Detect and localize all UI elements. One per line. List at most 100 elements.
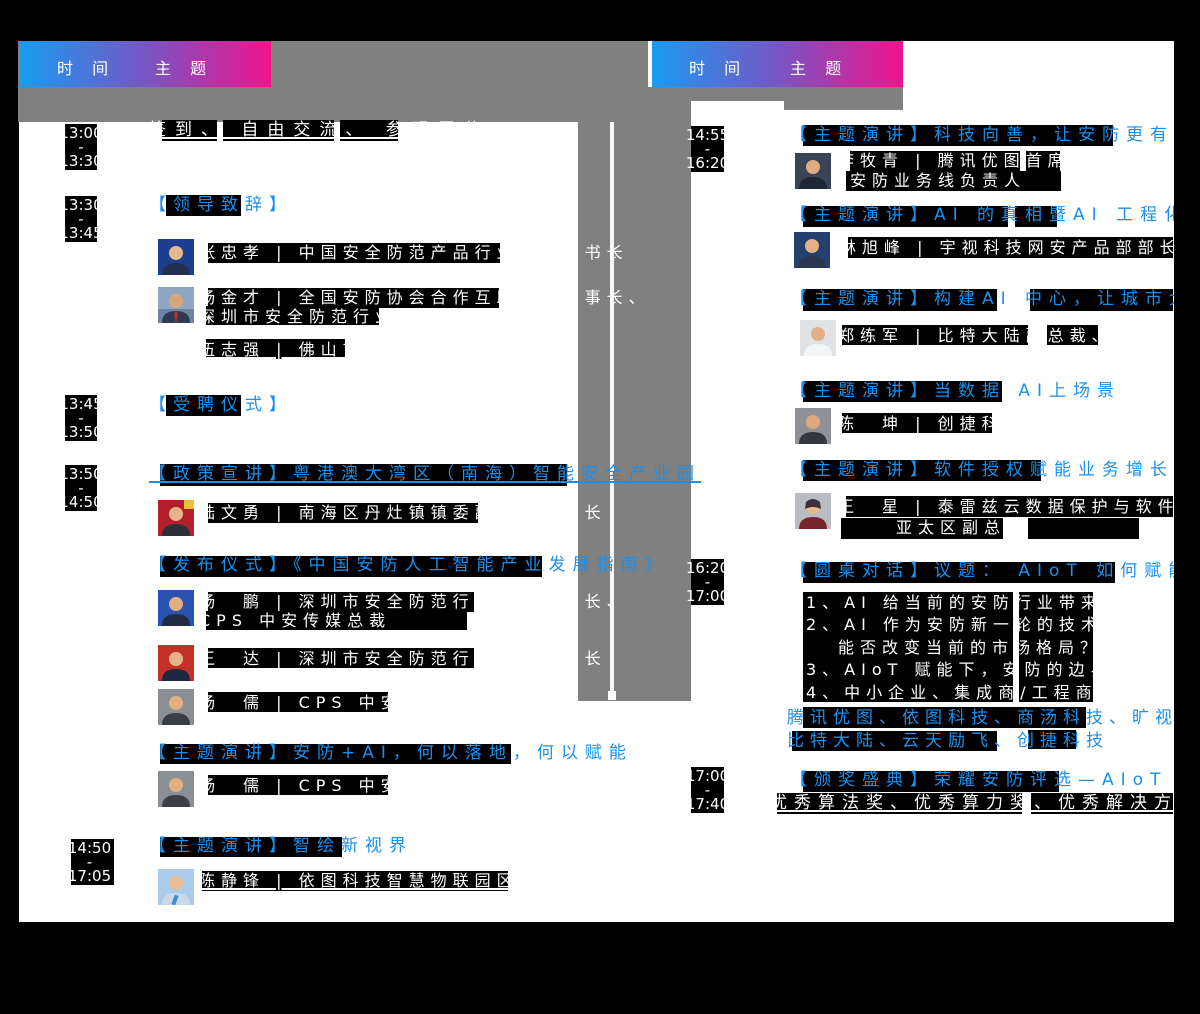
text-backdrop	[160, 464, 567, 486]
text-backdrop	[340, 120, 398, 141]
text-backdrop	[202, 871, 508, 891]
speaker-line: 亚太区副总裁	[896, 518, 1029, 537]
session-heading: 【主题演讲】安防+AI，何以落地，何以赋能	[149, 743, 633, 763]
roundtable-backdrop	[803, 592, 1013, 702]
time-start: 17:00	[685, 767, 730, 785]
text-backdrop	[206, 339, 345, 359]
speaker-line: 深圳市安全防范行业协会会长	[199, 307, 486, 326]
right-column-clip: 14:55 - 16:20 【主题演讲】科技向善，让安防更有温度 李牧青 | 腾…	[685, 125, 1174, 814]
left-header-pill: 时 间 主 题	[20, 41, 271, 87]
text-backdrop	[803, 206, 1008, 227]
speaker-line: 杨 儒 | CPS 中安网总经理	[199, 776, 491, 795]
speaker-line: 安防业务线负责人	[850, 171, 1027, 190]
right-time-column-header: 时 间	[689, 59, 748, 78]
avatar-image	[158, 239, 194, 275]
text-backdrop	[777, 793, 1022, 814]
text-backdrop	[1031, 793, 1173, 814]
roundtable-backdrop	[1019, 592, 1093, 702]
awards-line-link[interactable]: 优秀算法奖、优秀算力奖、优秀解决方案奖、优秀项目奖	[770, 793, 1174, 813]
text-backdrop	[208, 243, 500, 263]
session-heading: 【领导致辞】	[149, 195, 293, 215]
speaker-line: 郑练军 | 比特大陆副总裁、AI 业务线总裁	[838, 326, 1174, 345]
time-end: 17:40	[685, 795, 730, 813]
right-top-panel	[903, 41, 1174, 110]
time-slot: 17:00 - 17:40	[686, 767, 729, 813]
text-backdrop	[223, 120, 334, 141]
roundtable-question: 1、AI 给当前的安防行业带来了哪些变化？	[806, 593, 1174, 612]
roundtable-question: 3、AIoT 赋能下，安防的边界在哪里？	[806, 660, 1174, 679]
agenda-item-signin-link[interactable]: 签到、 自由交流、 参观展位	[149, 120, 490, 140]
avatar-image	[795, 153, 831, 189]
session-heading: 【主题演讲】构建AI 中心，让城市大脑更加智能	[790, 289, 1174, 309]
middle-gray-gutter	[578, 41, 691, 701]
speaker-line: 王 星 | 泰雷兹云数据保护与软件授权事业部	[838, 497, 1174, 516]
left-time-column-header: 时 间	[57, 59, 116, 78]
left-topic-column-header: 主 题	[155, 59, 214, 78]
text-backdrop	[208, 503, 478, 523]
text-backdrop	[166, 195, 241, 216]
time-end: 13:45	[59, 224, 103, 242]
right-topic-column-header: 主 题	[790, 59, 849, 78]
text-backdrop	[206, 306, 379, 325]
text-backdrop	[1028, 730, 1076, 749]
speaker-photo	[158, 590, 194, 626]
roundtable-companies: 比特大陆、云天励飞、创捷科技	[787, 731, 1109, 751]
text-backdrop	[846, 496, 1173, 517]
text-backdrop	[208, 288, 499, 308]
text-backdrop	[792, 731, 997, 751]
speaker-line: 陆文勇 | 南海区丹灶镇镇委副书记、镇长	[199, 503, 607, 522]
session-heading: 【主题演讲】科技向善，让安防更有温度	[790, 125, 1174, 145]
avatar-image	[795, 408, 831, 444]
right-header-pill: 时 间 主 题	[652, 41, 903, 87]
avatar-image	[795, 493, 831, 529]
time-end: 16:20	[685, 154, 730, 172]
avatar-image	[158, 590, 194, 626]
session-heading: 【主题演讲】软件授权赋能业务增长	[790, 460, 1174, 480]
time-slot: 13:30 - 13:45	[59, 196, 103, 242]
avatar-image	[158, 869, 194, 905]
text-backdrop	[841, 518, 1003, 539]
text-backdrop	[160, 744, 511, 764]
time-slot: 14:55 - 16:20	[686, 126, 729, 172]
roundtable-companies: 腾讯优图、依图科技、商汤科技、旷视科技、	[787, 708, 1174, 728]
time-end: 13:50	[59, 423, 103, 441]
time-slot: 13:45 - 13:50	[59, 395, 103, 441]
text-backdrop	[803, 562, 1115, 583]
text-backdrop	[803, 460, 1041, 481]
text-backdrop	[848, 237, 1173, 258]
speaker-line: 杨金才 | 全国安防协会合作互助联盟理事长、	[199, 288, 651, 307]
session-heading: 【主题演讲】AI 的真相暨AI 工程化	[790, 205, 1174, 225]
time-start: 13:30	[59, 196, 103, 214]
speaker-photo	[795, 408, 831, 444]
time-separator: -	[704, 573, 711, 591]
avatar-image	[158, 500, 194, 536]
speaker-line-link[interactable]: 伍志强 | 佛山市南海区委常委	[199, 340, 497, 359]
speaker-line: 林旭峰 | 宇视科技网安产品部部长兼人工智能专家	[840, 238, 1174, 257]
column-divider-foot	[608, 691, 616, 700]
time-slot: 13:00 - 13:30	[59, 124, 103, 170]
speaker-photo	[158, 689, 194, 725]
time-end: 17:00	[685, 587, 730, 605]
speaker-photo	[158, 287, 194, 323]
avatar-image	[158, 645, 194, 681]
speaker-photo	[158, 239, 194, 275]
speaker-line: 王 达 | 深圳市安全防范行业协会副会长	[199, 649, 607, 668]
avatar-image	[158, 689, 194, 725]
time-end: 17:05	[67, 867, 112, 885]
roundtable-question: 能否改变当前的市场格局？	[838, 638, 1103, 657]
avatar-image	[800, 320, 836, 356]
speaker-photo	[794, 232, 830, 268]
session-heading: 【颁奖盛典】荣耀安防评选—AIoT 赋能	[790, 770, 1174, 790]
session-heading-link[interactable]: 【政策宣讲】粤港澳大湾区（南海）智能安全产业园	[149, 464, 701, 484]
text-backdrop	[846, 171, 1061, 191]
time-start: 13:45	[59, 395, 103, 413]
time-end: 14:50	[59, 493, 103, 511]
speaker-photo	[158, 869, 194, 905]
time-start: 14:55	[685, 126, 730, 144]
speaker-line-link[interactable]: 陈静锋 | 依图科技智慧物联园区产品营销总监	[199, 871, 651, 890]
text-backdrop	[842, 413, 992, 433]
text-backdrop	[162, 120, 217, 141]
time-start: 14:50	[67, 839, 112, 857]
time-start: 16:20	[685, 559, 730, 577]
